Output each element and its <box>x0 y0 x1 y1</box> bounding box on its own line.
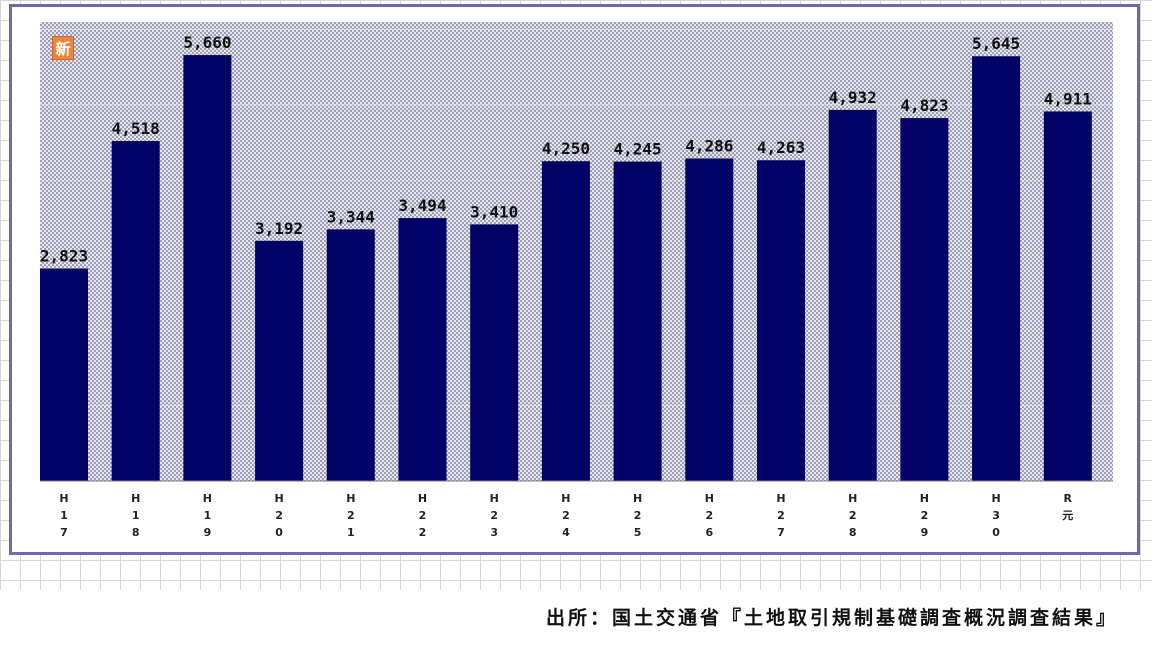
data-label: 4,286 <box>685 136 733 155</box>
bar <box>183 55 232 482</box>
data-label: 2,823 <box>40 247 88 266</box>
x-tick-label: H <box>561 492 570 505</box>
bar <box>40 268 88 481</box>
x-tick-label: R <box>1064 492 1073 505</box>
x-tick-label: 7 <box>777 526 785 539</box>
x-tick-label: H <box>920 492 929 505</box>
bar-chart: 2,823 H 1 7 4,518 H 1 8 5,660 H 1 9 3,192 H 2 0 3,344 H 2 1… <box>40 22 1113 539</box>
data-label: 3,192 <box>255 219 303 238</box>
bar <box>470 224 519 481</box>
x-tick-label: 2 <box>705 509 713 522</box>
bar <box>398 218 447 481</box>
data-label: 5,645 <box>972 34 1020 53</box>
x-tick-label: 2 <box>490 509 498 522</box>
bar <box>685 158 734 481</box>
x-tick-label: 1 <box>204 509 212 522</box>
x-tick-label: H <box>346 492 355 505</box>
data-label: 4,518 <box>112 119 160 138</box>
x-tick-label: 6 <box>705 526 713 539</box>
x-tick-label: H <box>991 492 1000 505</box>
x-tick-label: 元 <box>1062 509 1073 522</box>
x-tick-label: 2 <box>921 509 929 522</box>
x-tick-label: 5 <box>634 526 642 539</box>
new-badge: 新 <box>52 36 74 60</box>
data-label: 4,245 <box>614 140 662 159</box>
data-label: 4,823 <box>900 96 948 115</box>
x-tick-label: H <box>633 492 642 505</box>
x-tick-label: H <box>705 492 714 505</box>
x-tick-label: 0 <box>275 526 283 539</box>
x-tick-label: 9 <box>921 526 929 539</box>
x-tick-label: 2 <box>419 526 427 539</box>
x-tick-label: 2 <box>562 509 570 522</box>
x-tick-label: H <box>418 492 427 505</box>
x-tick-label: H <box>490 492 499 505</box>
x-tick-label: 1 <box>132 509 140 522</box>
x-tick-label: H <box>59 492 68 505</box>
x-tick-label: 2 <box>419 509 427 522</box>
data-label: 4,250 <box>542 139 590 158</box>
bar <box>900 118 949 481</box>
source-caption: 出所：国土交通省『土地取引規制基礎調査概況調査結果』 <box>545 607 1118 629</box>
x-tick-label: 2 <box>275 509 283 522</box>
bar <box>972 56 1021 482</box>
bar <box>828 109 877 482</box>
x-tick-label: 3 <box>490 526 498 539</box>
data-label: 4,932 <box>829 88 877 107</box>
x-tick-label: 0 <box>992 526 1000 539</box>
footer-band <box>0 590 1152 648</box>
x-tick-label: 2 <box>347 509 355 522</box>
x-tick-label: H <box>776 492 785 505</box>
x-tick-label: H <box>848 492 857 505</box>
data-label: 3,410 <box>470 202 518 221</box>
x-tick-label: 2 <box>849 509 857 522</box>
data-label: 5,660 <box>183 33 231 52</box>
x-tick-label: 9 <box>204 526 212 539</box>
x-tick-label: 4 <box>562 526 570 539</box>
x-tick-label: 2 <box>634 509 642 522</box>
x-tick-label: 7 <box>60 526 68 539</box>
x-tick-label: 1 <box>347 526 355 539</box>
data-label: 4,263 <box>757 138 805 157</box>
x-tick-label: H <box>274 492 283 505</box>
bar <box>541 161 590 481</box>
bar <box>613 161 662 481</box>
bar <box>326 229 375 481</box>
data-label: 3,494 <box>398 196 446 215</box>
bar <box>255 240 304 481</box>
bar <box>111 141 160 482</box>
x-tick-label: 8 <box>132 526 140 539</box>
bar <box>1043 111 1092 481</box>
x-tick-label: 8 <box>849 526 857 539</box>
x-tick-label: 1 <box>60 509 68 522</box>
bar <box>757 160 805 481</box>
data-label: 3,344 <box>327 207 375 226</box>
x-tick-label: 3 <box>992 509 1000 522</box>
x-tick-label: H <box>131 492 140 505</box>
x-tick-label: H <box>203 492 212 505</box>
data-label: 4,911 <box>1044 89 1092 108</box>
x-tick-label: 2 <box>777 509 785 522</box>
